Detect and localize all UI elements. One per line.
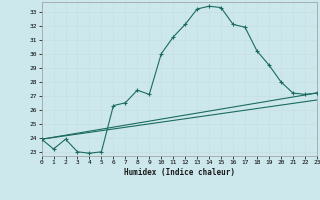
- X-axis label: Humidex (Indice chaleur): Humidex (Indice chaleur): [124, 168, 235, 177]
